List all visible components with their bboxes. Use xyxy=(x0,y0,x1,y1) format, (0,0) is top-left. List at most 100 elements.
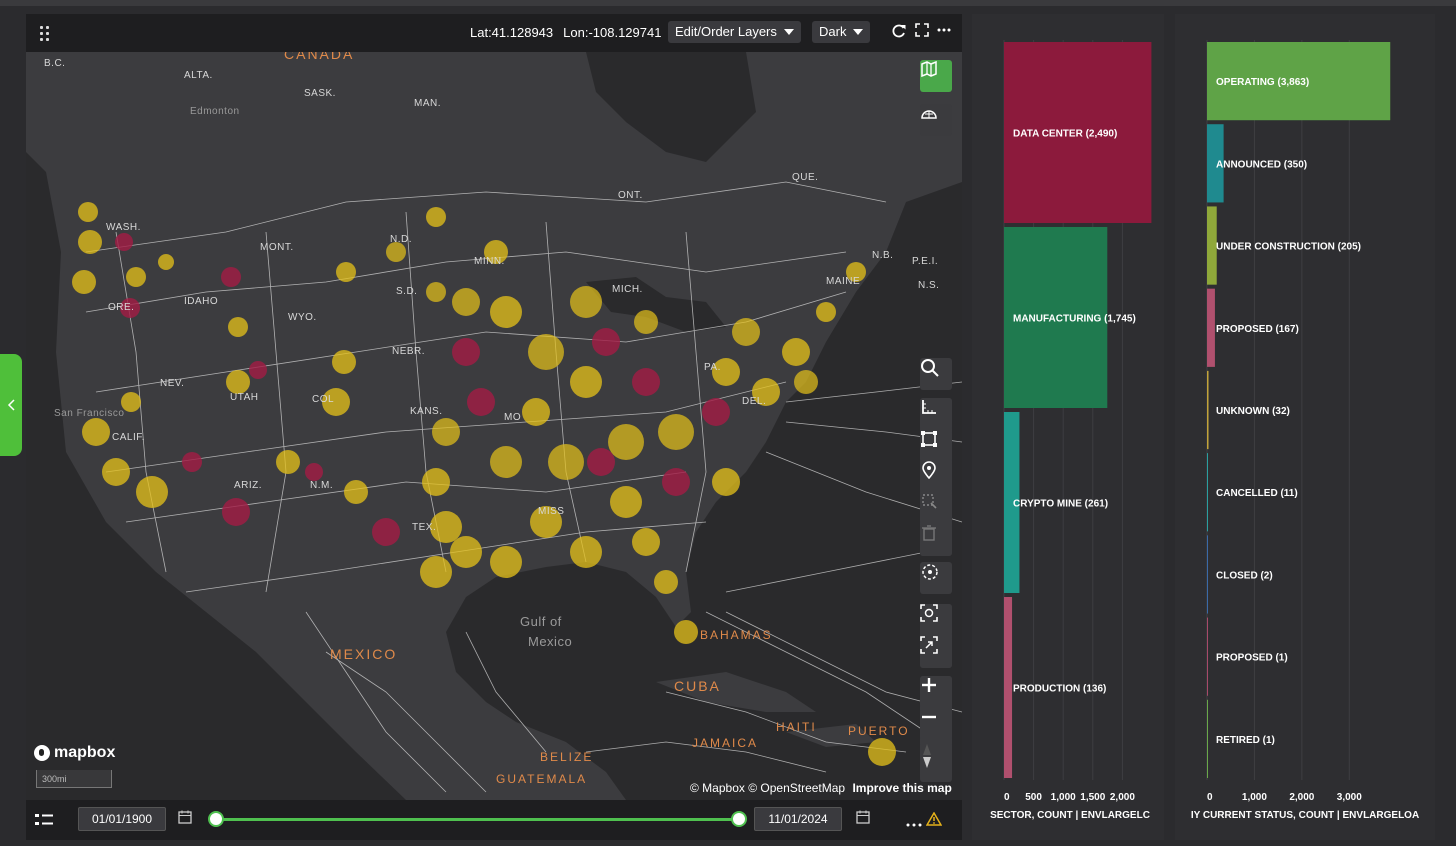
bar[interactable] xyxy=(1207,453,1208,532)
bar[interactable] xyxy=(1207,370,1209,450)
top-strip xyxy=(0,0,1456,6)
label-sf: San Francisco xyxy=(54,408,125,419)
label-calif: CALIF. xyxy=(112,432,146,443)
warning-icon[interactable] xyxy=(925,811,943,831)
calendar-icon[interactable] xyxy=(178,810,194,826)
label-alta: ALTA. xyxy=(184,70,213,81)
bar[interactable] xyxy=(1004,227,1108,408)
label-que: QUE. xyxy=(792,172,819,183)
fullscreen-icon[interactable] xyxy=(913,23,931,41)
label-bahamas: BAHAMAS xyxy=(700,628,773,642)
map-attribution: © Mapbox © OpenStreetMap Improve this ma… xyxy=(690,781,952,795)
label-sask: SASK. xyxy=(304,88,336,99)
land-north-america xyxy=(26,52,962,800)
location-tracker-button[interactable] xyxy=(920,562,952,594)
bar-label: PROPOSED (1) xyxy=(1216,653,1288,664)
map-panel: Lat:41.128943 Lon:-108.129741 Edit/Order … xyxy=(26,14,962,840)
rectangle-select-icon xyxy=(921,431,937,447)
label-canada: CANADA xyxy=(284,52,355,62)
x-tick-label: 3,000 xyxy=(1337,792,1362,803)
mapbox-logo-text: mapbox xyxy=(54,744,116,761)
collapse-sidebar-tab[interactable] xyxy=(0,354,22,456)
chevron-left-icon xyxy=(7,399,15,411)
plus-icon xyxy=(922,678,936,692)
label-miss: MISS xyxy=(538,506,565,517)
bar[interactable] xyxy=(1207,42,1391,121)
bar[interactable] xyxy=(1207,124,1224,203)
facility-dots[interactable] xyxy=(72,202,896,766)
status-chart-panel: 0 1,000 2,000 3,000 OPERATING (3,863) ANNOUNC… xyxy=(1175,14,1435,840)
great-lakes xyxy=(586,277,726,332)
label-nb: N.B. xyxy=(872,250,894,261)
ruler-icon xyxy=(922,400,936,414)
label-edmonton: Edmonton xyxy=(190,106,240,117)
compass-button[interactable] xyxy=(920,742,952,780)
map-canvas[interactable]: CANADA B.C. ALTA. SASK. MAN. Edmonton QU… xyxy=(26,52,962,800)
zoom-to-extent-button[interactable] xyxy=(920,604,952,636)
map-style-label: Dark xyxy=(819,24,847,39)
label-mo: MO xyxy=(504,412,522,423)
label-gulf: Gulf of xyxy=(520,614,562,629)
bar[interactable] xyxy=(1004,597,1013,778)
legend-list-icon[interactable] xyxy=(34,812,54,833)
improve-map-link[interactable]: Improve this map xyxy=(852,781,952,795)
focus-tools-group xyxy=(920,604,952,668)
label-bc: B.C. xyxy=(44,58,66,69)
end-date-input[interactable]: 11/01/2024 xyxy=(754,807,842,831)
drop-pin-button[interactable] xyxy=(920,461,952,493)
bar[interactable] xyxy=(1207,206,1217,285)
calendar-icon[interactable] xyxy=(856,810,872,826)
date-range-slider-track[interactable] xyxy=(214,818,738,821)
start-date-input[interactable]: 01/01/1900 xyxy=(78,807,166,831)
status-bar-chart: 0 1,000 2,000 3,000 OPERATING (3,863) ANNOUNC… xyxy=(1191,40,1419,821)
label-pa: PA. xyxy=(704,362,721,373)
bar-label: DATA CENTER (2,490) xyxy=(1013,129,1117,140)
land-cuba xyxy=(656,672,816,712)
bar[interactable] xyxy=(1207,617,1208,696)
bar-label: PRODUCTION (136) xyxy=(1013,684,1106,695)
map-basemap xyxy=(26,52,962,800)
scale-bar: 300mi xyxy=(36,770,112,788)
more-options-icon[interactable] xyxy=(935,23,953,41)
label-jamaica: JAMAICA xyxy=(692,736,759,750)
bar[interactable] xyxy=(1004,42,1152,223)
osm-attribution-link[interactable]: © OpenStreetMap xyxy=(748,781,846,795)
label-utah: UTAH xyxy=(230,392,259,403)
label-belize: BELIZE xyxy=(540,750,594,764)
refresh-icon[interactable] xyxy=(890,23,908,41)
label-maine: MAINE xyxy=(826,276,861,287)
zoom-to-selection-button[interactable] xyxy=(920,636,952,668)
zoom-in-button[interactable] xyxy=(920,676,952,708)
date-range-start-handle[interactable] xyxy=(208,811,224,827)
bar[interactable] xyxy=(1207,699,1208,778)
label-col: COL xyxy=(312,394,335,405)
draw-rectangle-button[interactable] xyxy=(920,430,952,462)
date-range-end-handle[interactable] xyxy=(731,811,747,827)
edit-polygon-icon xyxy=(922,494,937,509)
map-style-dropdown[interactable]: Dark xyxy=(812,21,871,43)
coordinate-readout: Lat:41.128943 Lon:-108.129741 xyxy=(470,25,671,40)
edit-shape-button[interactable] xyxy=(920,492,952,524)
label-wyo: WYO. xyxy=(288,312,317,323)
edit-order-layers-dropdown[interactable]: Edit/Order Layers xyxy=(668,21,801,43)
mapbox-attribution-link[interactable]: © Mapbox xyxy=(690,781,745,795)
basemap-button[interactable] xyxy=(920,104,952,136)
label-nev: NEV. xyxy=(160,378,185,389)
label-haiti: HAITI xyxy=(776,720,817,734)
search-button[interactable] xyxy=(920,358,952,390)
radar-icon xyxy=(922,564,938,580)
bar[interactable] xyxy=(1207,535,1208,614)
bar-label: OPERATING (3,863) xyxy=(1216,77,1309,88)
bar[interactable] xyxy=(1004,412,1020,593)
more-options-icon[interactable] xyxy=(906,814,922,832)
edit-order-layers-label: Edit/Order Layers xyxy=(675,24,777,39)
measure-button[interactable] xyxy=(920,398,952,430)
focus-frame-icon xyxy=(920,604,938,622)
zoom-out-button[interactable] xyxy=(920,708,952,740)
delete-shape-button[interactable] xyxy=(920,524,952,556)
drag-handle-icon[interactable] xyxy=(38,24,52,42)
dome-icon xyxy=(921,110,937,119)
bar[interactable] xyxy=(1207,288,1215,367)
x-tick-label: 2,000 xyxy=(1110,792,1135,803)
map-legend-button[interactable] xyxy=(920,60,952,92)
